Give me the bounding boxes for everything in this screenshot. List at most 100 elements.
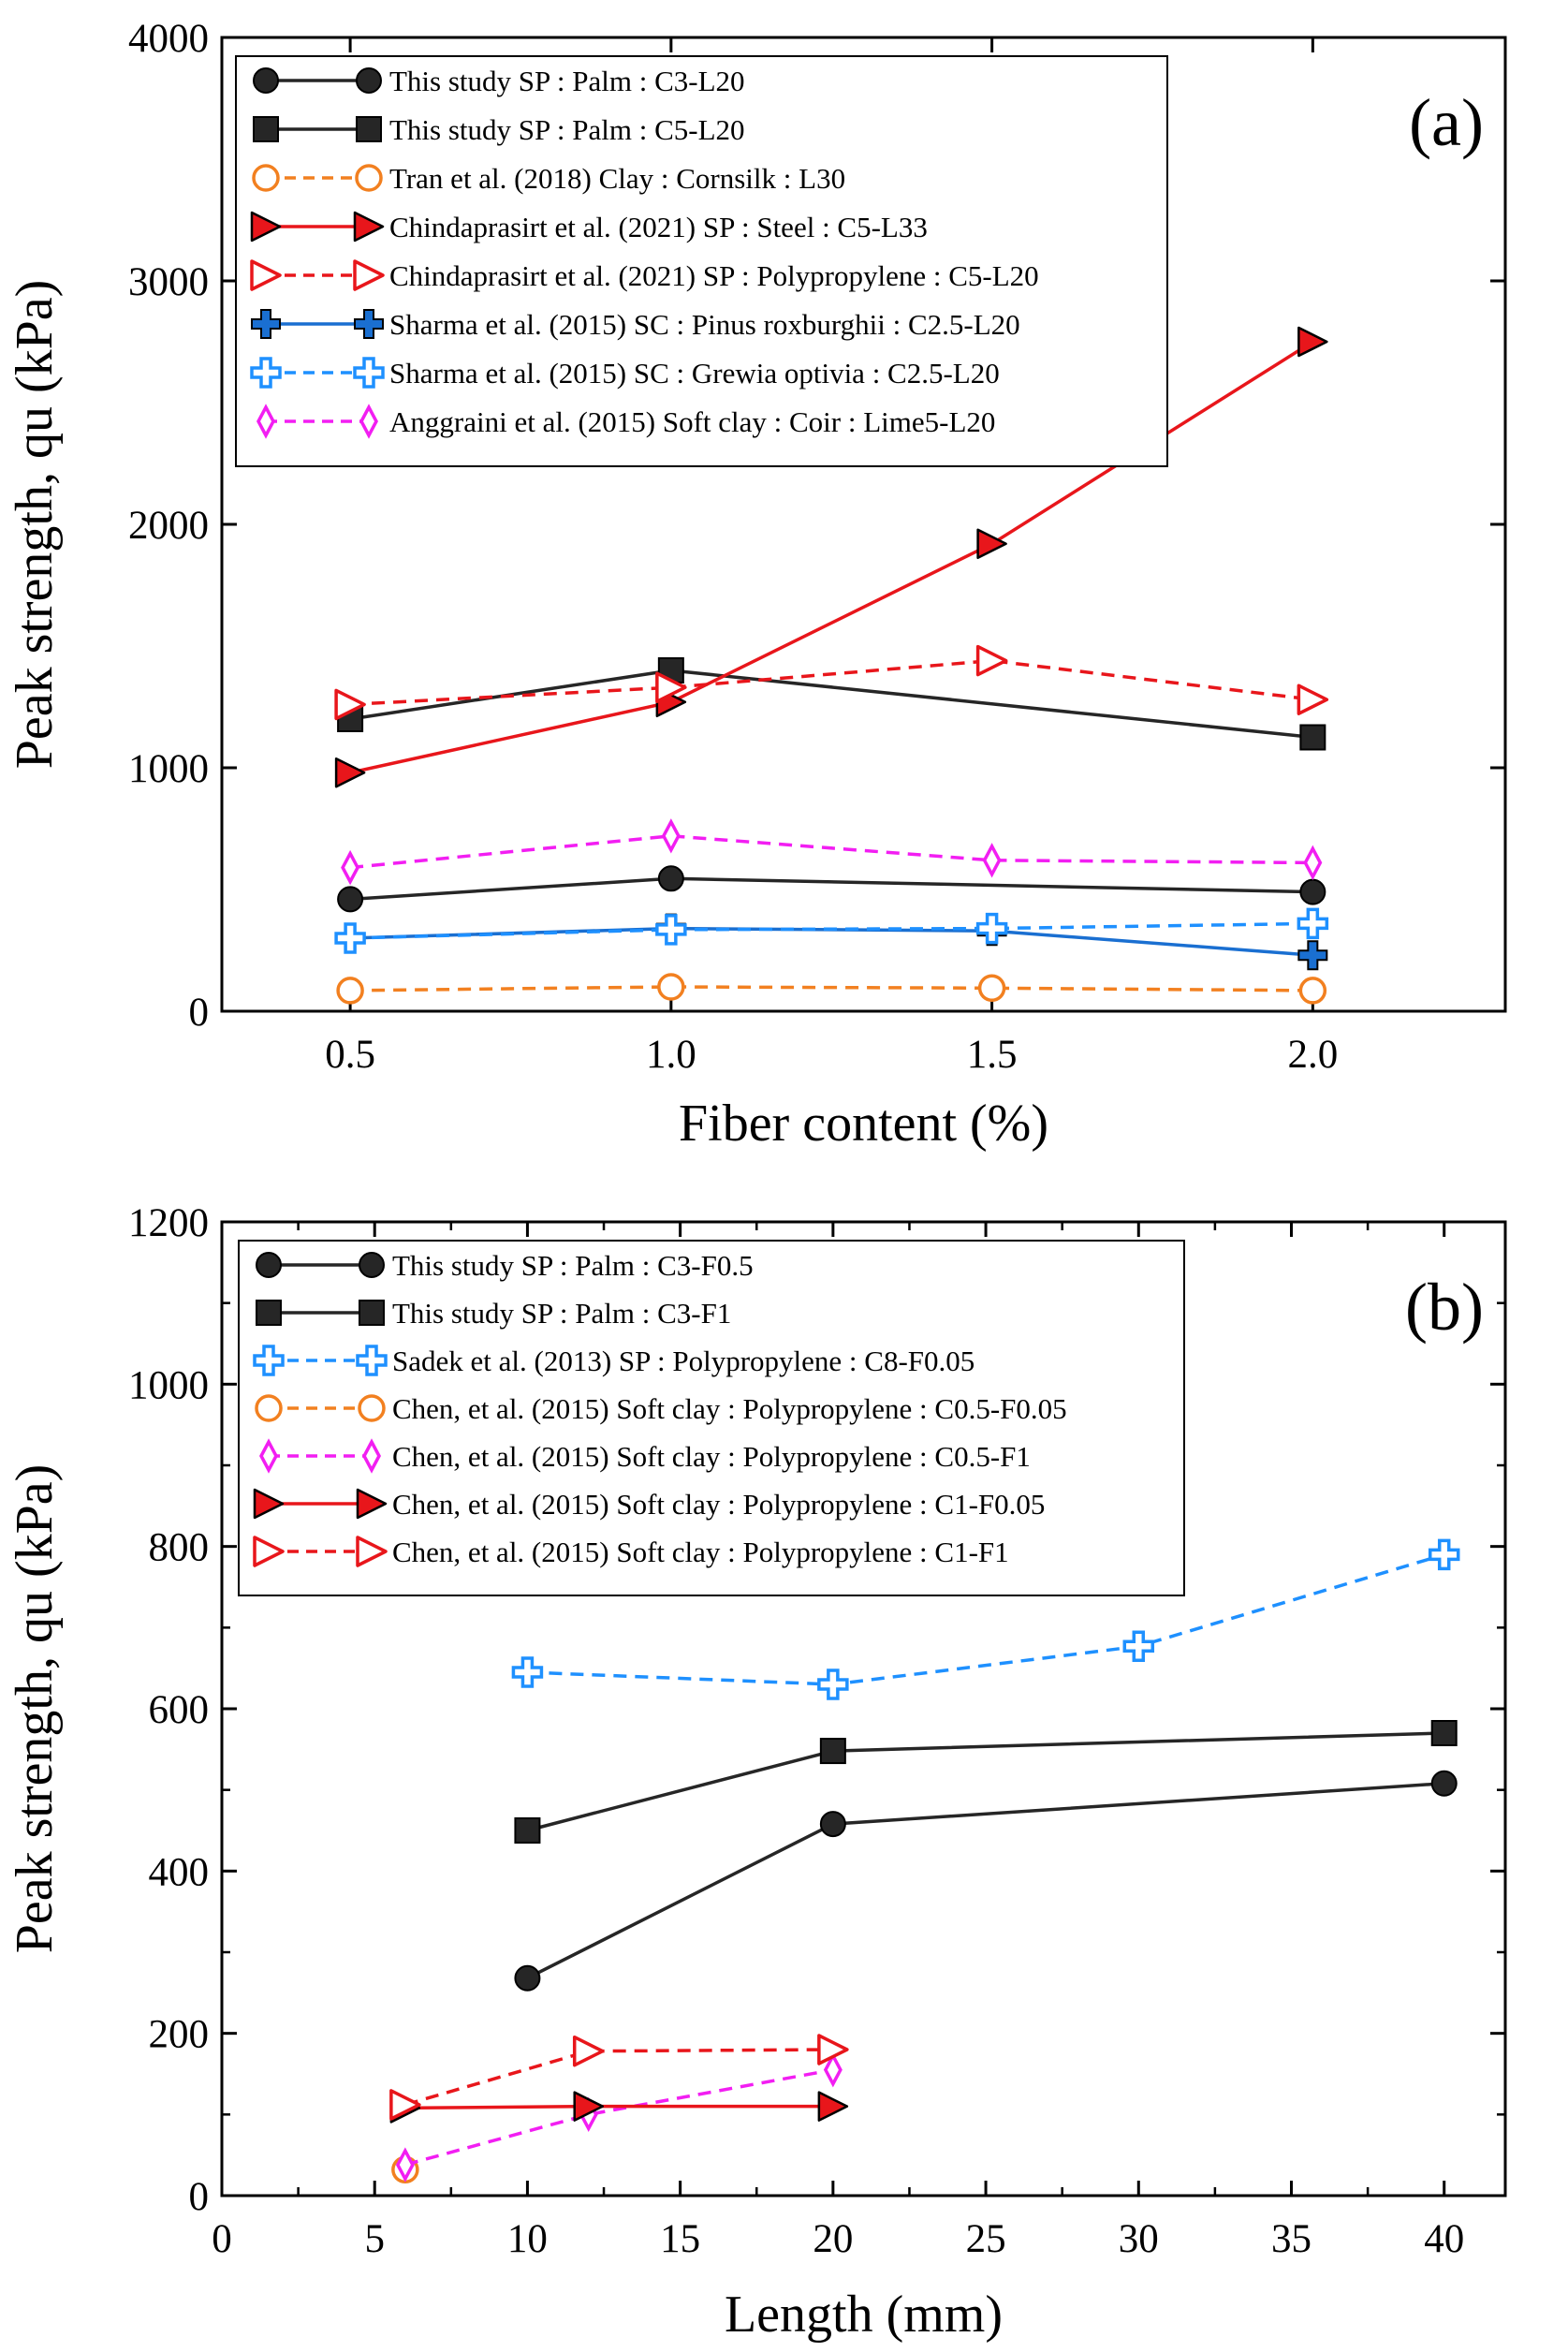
panel-a-series-7-point: [975, 912, 1008, 945]
panel-b-legend-entry: Sadek et al. (2013) SP : Polypropylene :…: [253, 1345, 975, 1377]
panel-a-series-1-point: [657, 865, 684, 892]
panel-b-series-1-point: [819, 1811, 846, 1838]
panel-a-y-tick-label: 3000: [128, 260, 209, 304]
panel-b-series-6-point: [573, 2091, 604, 2122]
panel-b-chart: 0 5 10 15 20 25 30 35 40020040060080010001200Len…: [6, 1201, 1507, 2344]
panel-b-y-tick-label: 1200: [128, 1201, 209, 1245]
panel-a-legend-marker: [250, 259, 282, 291]
panel-a-legend-marker: [354, 309, 384, 339]
panel-b-series-2-line: [526, 1731, 1444, 1832]
panel-b-legend: This study SP : Palm : C3-F0.5 This study…: [238, 1240, 1185, 1596]
panel-b-series-1-point: [1430, 1770, 1458, 1797]
panel-a-legend-entry: This study SP : Palm : C5-L20: [253, 113, 745, 146]
panel-b-legend-label: This study SP : Palm : C3-F1: [392, 1297, 731, 1330]
panel-b-x-tick-label: 20: [813, 2217, 853, 2261]
panel-a-legend-box: [235, 55, 1168, 467]
panel-a-chart: 0.5 1.0 1.5 2.0 0 1000 2000 3000 4000 Fiber conte…: [6, 17, 1507, 1153]
panel-a-series-2-point: [1299, 724, 1326, 751]
panel-b-x-axis-label: Length (mm): [725, 2286, 1003, 2344]
panel-a-series-1: [337, 865, 1326, 913]
panel-b-series-5: [395, 2051, 843, 2183]
panel-b-series-7-point: [817, 2034, 849, 2065]
panel-a-legend-marker: [353, 259, 385, 291]
panel-b-legend-marker: [356, 1536, 388, 1567]
panel-b-legend-label: This study SP : Palm : C3-F0.5: [392, 1249, 754, 1282]
panel-b-y-tick-label: 1000: [128, 1363, 209, 1407]
panel-a-series-7-point: [655, 914, 687, 946]
panel-b-y-axis-label: Peak strength, qu (kPa): [6, 1464, 64, 1954]
panel-b-series-3-point: [817, 1668, 849, 1700]
panel-b-legend-label: Sadek et al. (2013) SP : Polypropylene :…: [392, 1345, 975, 1377]
panel-b-y-tick-label: 200: [149, 2013, 210, 2057]
panel-a-legend-label: This study SP : Palm : C5-L20: [389, 113, 745, 146]
panel-a-legend-label: Chindaprasirt et al. (2021) SP : Steel :…: [389, 211, 928, 243]
panel-b-x-tick-label: 25: [966, 2217, 1006, 2261]
panel-b-legend-entry: This study SP : Palm : C3-F1: [256, 1297, 731, 1330]
panel-b-series-6: [389, 2091, 849, 2124]
panel-a-legend-marker: [251, 309, 281, 339]
panel-a-legend-entry: Tran et al. (2018) Clay : Cornsilk : L30: [252, 162, 845, 195]
panel-a-series-1-line: [349, 876, 1313, 902]
panel-b-series-1: [514, 1770, 1458, 1992]
panel-b-legend-entry: Chen, et al. (2015) Soft clay : Polyprop…: [253, 1488, 1045, 1521]
panel-b-series-3: [511, 1538, 1460, 1700]
panel-a-series-7: [334, 907, 1329, 954]
panel-a-legend-marker: [252, 164, 280, 192]
panel-b-series-7-line: [404, 2048, 833, 2107]
panel-b-legend-box: [238, 1240, 1185, 1596]
panel-b-series-2: [514, 1720, 1458, 1844]
panel-a-legend-marker: [253, 67, 279, 94]
panel-a-legend-marker: [356, 67, 382, 94]
panel-b-x-tick-label: 15: [660, 2217, 700, 2261]
panel-b-legend-label: Chen, et al. (2015) Soft clay : Polyprop…: [392, 1440, 1031, 1473]
panel-b-legend-entry: Chen, et al. (2015) Soft clay : Polyprop…: [253, 1536, 1009, 1568]
panel-b-series-5-point: [395, 2147, 415, 2183]
panel-b-legend-label: Chen, et al. (2015) Soft clay : Polyprop…: [392, 1536, 1009, 1568]
panel-b-legend-marker: [359, 1300, 385, 1326]
panel-a-legend-marker: [256, 404, 275, 439]
panel-a-x-tick-label: 1.0: [646, 1033, 696, 1077]
panel-a-series-8: [341, 818, 1323, 886]
panel-a-series-5-point: [334, 688, 366, 721]
panel-b-legend-marker: [356, 1488, 388, 1520]
panel-a-series-5-point: [975, 644, 1008, 677]
panel-a-series-8-line: [349, 834, 1313, 870]
panel-a-series-3-point: [1298, 977, 1327, 1005]
panel-a-y-tick-label: 4000: [128, 17, 209, 61]
panel-b-series-7-point: [389, 2089, 421, 2121]
panel-b-x-tick-label: 30: [1119, 2217, 1159, 2261]
panel-b-label: (b): [1405, 1270, 1484, 1345]
panel-a-legend-entry: Sharma et al. (2015) SC : Grewia optivia…: [250, 357, 1000, 390]
panel-a-series-2: [337, 657, 1326, 751]
panel-b-y-tick-label: 0: [189, 2175, 210, 2219]
panel-a-series-4-point: [976, 528, 1007, 560]
panel-a-legend-marker: [250, 357, 282, 389]
panel-b-legend-marker: [362, 1438, 381, 1474]
panel-b-series-2-point: [1430, 1720, 1458, 1746]
panel-a-x-tick-label: 2.0: [1287, 1033, 1338, 1077]
panel-b-y-tick-label: 600: [149, 1688, 210, 1732]
panel-a-x-tick-label: 1.5: [967, 1033, 1018, 1077]
panel-b-series-3-point: [1122, 1630, 1155, 1663]
panel-a-series-7-line: [350, 921, 1313, 940]
panel-a-series-8-point: [982, 843, 1002, 878]
panel-b-y-tick-label: 800: [149, 1526, 210, 1570]
panel-b-legend-marker: [256, 1300, 282, 1326]
panel-b-legend-marker: [356, 1345, 388, 1376]
panel-b-series-3-point: [511, 1656, 544, 1688]
panel-a-legend-entry: This study SP : Palm : C3-L20: [253, 65, 745, 97]
panel-b-legend-marker: [259, 1438, 278, 1474]
panel-b-series-7-point: [572, 2035, 605, 2067]
panel-a-legend-marker: [353, 211, 385, 243]
panel-b-legend-label: Chen, et al. (2015) Soft clay : Polyprop…: [392, 1392, 1067, 1425]
panel-a-legend-entry: Chindaprasirt et al. (2021) SP : Polypro…: [250, 259, 1039, 292]
panel-b-series-6-point: [817, 2091, 849, 2122]
panel-b-series-1-point: [514, 1964, 541, 1992]
panel-a-label: (a): [1409, 85, 1484, 160]
panel-b-x-tick-label: 10: [507, 2217, 548, 2261]
panel-b-legend-entry: This study SP : Palm : C3-F0.5: [256, 1249, 754, 1282]
panel-a-series-3: [336, 973, 1327, 1005]
panel-a-legend: This study SP : Palm : C3-L20 This study …: [235, 55, 1168, 467]
panel-a-legend-label: This study SP : Palm : C3-L20: [389, 65, 745, 97]
panel-b-legend-marker: [253, 1488, 285, 1520]
